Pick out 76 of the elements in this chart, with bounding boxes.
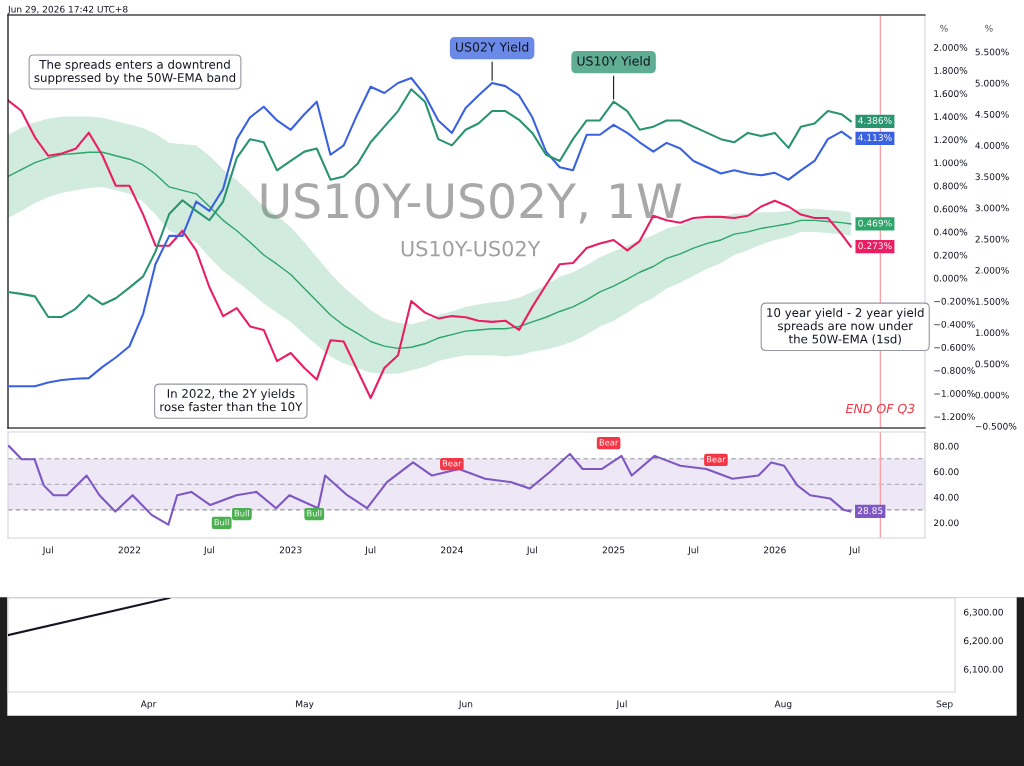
text: Jun 29, 2026 17:42 UTC+8 xyxy=(7,5,128,15)
data-label: 0.273% xyxy=(858,242,892,250)
y-tick-label: 6,200.00 xyxy=(963,637,1003,646)
x-tick-label: Jul xyxy=(848,546,860,555)
x-tick-label: 2026 xyxy=(763,546,786,554)
x-tick-label: 2024 xyxy=(441,546,463,554)
y-tick-label: 2.000% xyxy=(933,44,968,51)
y-tick-label: 0.800% xyxy=(933,182,968,190)
text: US10Y-US02Y xyxy=(401,240,541,257)
x-tick-label: Jul xyxy=(616,700,627,709)
y2-tick-label: 2.000% xyxy=(975,266,1009,274)
x-tick-label: Jul xyxy=(526,546,537,555)
y-tick-label: 1.600% xyxy=(934,90,968,98)
y-tick-label: −1.200% xyxy=(934,413,975,421)
y-tick-label: 6,100.00 xyxy=(963,665,1003,674)
annotation: Bull xyxy=(307,510,322,517)
text: US10Y-US02Y, 1W xyxy=(261,182,682,224)
y-tick-label: −1.000% xyxy=(934,390,975,397)
x-tick-label: Jul xyxy=(687,546,699,555)
y-tick-label: 0.400% xyxy=(933,228,968,236)
y-tick-label: 60.00 xyxy=(933,468,959,476)
y-tick-label: 1.000% xyxy=(934,159,968,167)
y2-tick-label: 0.500% xyxy=(975,360,1009,368)
y-tick-label: 0.600% xyxy=(933,205,968,213)
y2-axis-title: % xyxy=(985,24,993,32)
x-tick-label: Sep xyxy=(936,700,953,710)
annotation: Bear xyxy=(599,439,619,446)
y-tick-label: 6,300.00 xyxy=(963,608,1003,617)
y-tick-label: 0.000% xyxy=(933,274,968,282)
x-tick-label: Jul xyxy=(364,546,376,555)
data-label: 4.386% xyxy=(858,117,892,124)
x-tick-label: Jul xyxy=(42,546,53,555)
annotation: Bear xyxy=(707,456,726,463)
text: US10Y Yield xyxy=(577,56,650,66)
y-tick-label: 1.800% xyxy=(934,67,968,74)
x-tick-label: 2025 xyxy=(602,546,625,554)
y2-tick-label: 5.000% xyxy=(975,79,1009,87)
y-tick-label: 0.200% xyxy=(933,251,968,259)
ref-line-label: END OF Q3 xyxy=(845,403,915,415)
annotation: In 2022, the 2Y yields rose faster than the 10Y xyxy=(160,388,303,412)
text: US02Y Yield xyxy=(456,41,529,52)
x-tick-label: Aug xyxy=(774,700,792,710)
y2-tick-label: 5.500% xyxy=(975,48,1009,56)
annotation: Bear xyxy=(442,460,462,467)
x-tick-label: Jun xyxy=(458,700,473,709)
y-tick-label: 40.00 xyxy=(933,493,959,501)
y-tick-label: −0.800% xyxy=(934,367,975,374)
y-tick-label: −0.400% xyxy=(934,320,975,328)
x-tick-label: Apr xyxy=(140,700,157,710)
y2-tick-label: 2.500% xyxy=(975,235,1009,243)
y2-tick-label: 4.000% xyxy=(975,142,1009,149)
data-label: 28.85 xyxy=(857,507,883,514)
annotation: Bull xyxy=(234,510,249,517)
data-label: 4.113% xyxy=(858,134,892,141)
y-tick-label: −0.200% xyxy=(934,297,975,305)
y2-tick-label: 3.000% xyxy=(975,204,1009,212)
y2-tick-label: 0.000% xyxy=(975,391,1009,399)
y-tick-label: 20.00 xyxy=(933,519,959,527)
x-tick-label: May xyxy=(296,700,314,710)
data-label: 0.469% xyxy=(858,219,892,227)
y-tick-label: 1.400% xyxy=(934,113,968,121)
annotation: The spreads enters a downtrend suppressed by the 50W-EMA band xyxy=(34,59,236,85)
y-axis-title: % xyxy=(940,24,948,32)
y2-tick-label: 4.500% xyxy=(975,110,1009,118)
y2-tick-label: 3.500% xyxy=(975,173,1009,181)
annotation: Bull xyxy=(214,518,229,526)
x-tick-label: 2023 xyxy=(279,546,302,554)
y-tick-label: −0.600% xyxy=(934,343,975,351)
x-tick-label: Jul xyxy=(203,546,215,555)
y2-tick-label: 1.500% xyxy=(975,298,1009,305)
y2-tick-label: 1.000% xyxy=(975,329,1009,337)
annotation: 10 year yield - 2 year yield spreads are now under the 50W-EMA (1sd) xyxy=(767,307,924,345)
y-tick-label: 80.00 xyxy=(933,442,959,450)
x-tick-label: 2022 xyxy=(118,546,141,554)
y-tick-label: 1.200% xyxy=(934,136,968,144)
y2-tick-label: −0.500% xyxy=(975,422,1017,430)
